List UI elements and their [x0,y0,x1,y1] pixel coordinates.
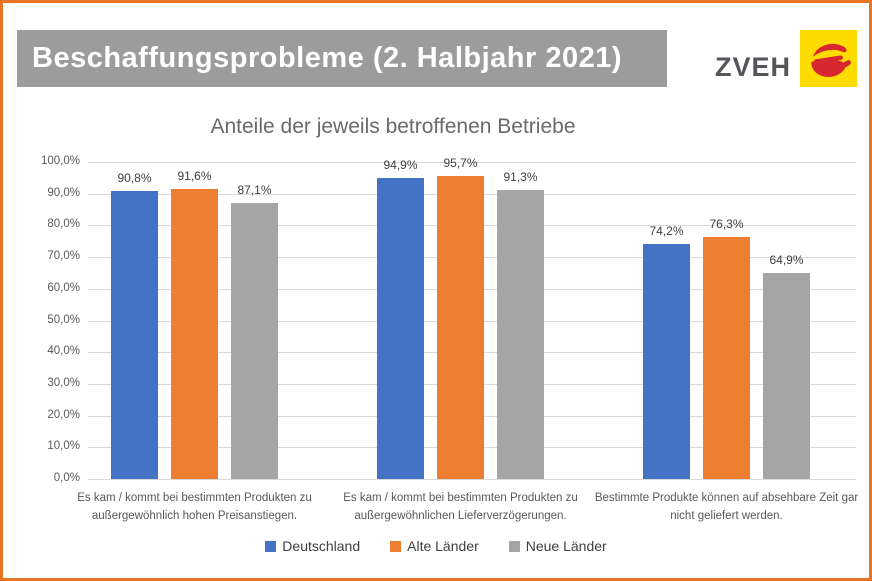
bar [171,188,218,479]
bar-value-label: 87,1% [237,182,272,197]
y-axis-tick-label: 0,0% [53,472,80,484]
bar [111,191,158,479]
legend-item: Neue Länder [508,538,607,554]
y-axis-tick-label: 10,0% [47,440,80,453]
legend-label: Neue Länder [525,538,607,554]
y-axis-tick-label: 50,0% [47,313,80,326]
bar [231,202,278,479]
bar [703,237,750,479]
legend-label: Deutschland [282,538,361,554]
y-axis-tick-label: 100,0% [40,155,80,167]
zveh-logo-text: ZVEH [714,52,791,82]
bar [763,273,810,479]
legend-item: Deutschland [265,538,360,554]
zveh-e-icon [810,43,851,77]
bar-value-label: 90,8% [117,171,152,186]
bar-value-label: 91,3% [503,169,538,184]
bar-value-label: 64,9% [769,253,804,268]
bar-value-label: 76,3% [709,217,744,232]
zveh-logo-box [800,30,857,87]
bar-value-label: 91,6% [177,168,212,183]
bar-value-label: 94,9% [383,158,418,173]
page-title: Beschaffungsprobleme (2. Halbjahr 2021) [32,42,622,74]
bar [643,243,690,479]
bar [377,178,424,479]
legend: Deutschland Alte Länder Neue Länder [3,538,869,554]
gridline [88,479,856,480]
y-axis-tick-label: 30,0% [47,376,80,389]
gridline [88,162,856,163]
y-axis-tick-label: 60,0% [47,281,80,294]
y-axis-tick-label: 80,0% [47,218,80,231]
bar [497,189,544,479]
bar [437,175,484,479]
y-axis-tick-label: 20,0% [47,408,80,421]
page-title-bar: Beschaffungsprobleme (2. Halbjahr 2021) [17,30,667,87]
category-label: Es kam / kommt bei bestimmten Produkten … [77,492,312,523]
y-axis-tick-label: 90,0% [47,186,80,199]
y-axis-tick-label: 70,0% [47,250,80,263]
legend-item: Alte Länder [390,538,479,554]
legend-swatch [390,540,402,552]
plot-area: 0,0% 10,0% 20,0% 30,0% 40,0% 50,0% 60,0% 70,0% 8… [41,155,858,522]
category-label: Es kam / kommt bei bestimmten Produkten … [343,492,578,523]
legend-swatch [508,540,520,552]
y-axis-tick-label: 40,0% [47,345,80,358]
bar-value-label: 95,7% [443,155,478,170]
category-label: Bestimmte Produkte können auf absehbare … [594,492,859,523]
legend-swatch [265,540,277,552]
zveh-logo: ZVEH [715,30,857,87]
legend-label: Alte Länder [407,538,479,554]
chart-title: Anteile der jeweils betroffenen Betriebe [210,115,576,138]
bar-value-label: 74,2% [649,223,684,238]
